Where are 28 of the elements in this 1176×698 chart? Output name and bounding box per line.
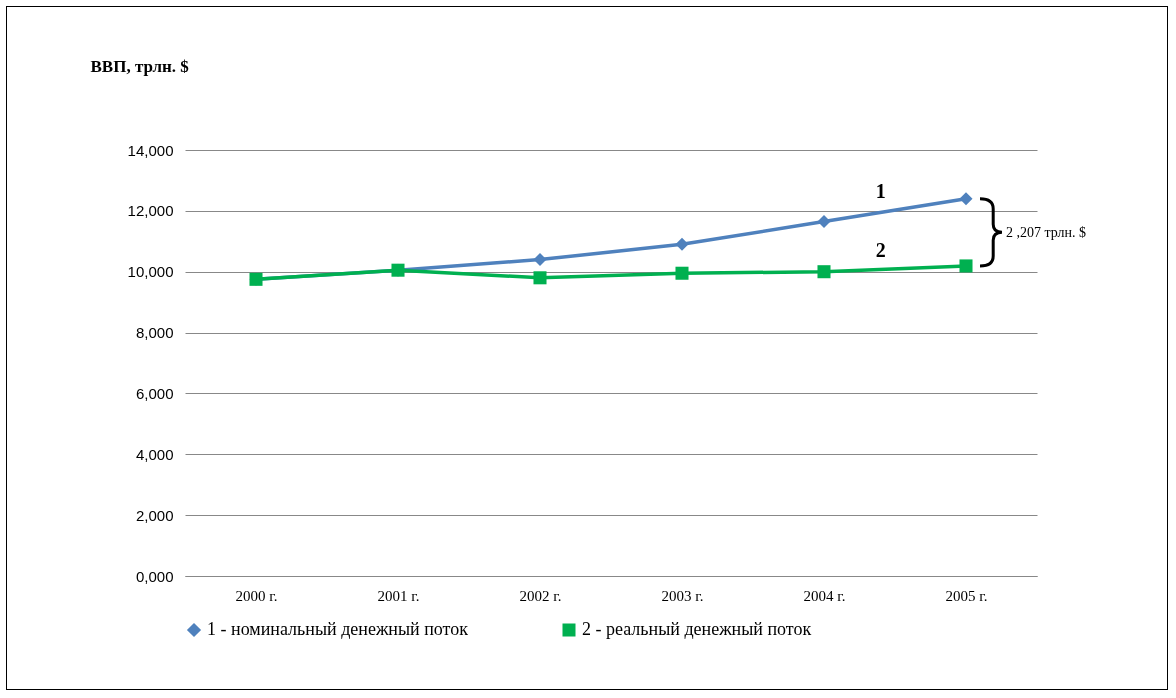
y-tick-label: 0,000: [135, 567, 174, 585]
legend-label: 2 - реальный денежный поток: [582, 619, 812, 639]
y-tick-label: 8,000: [135, 324, 174, 342]
legend-label: 1 - номинальный денежный поток: [207, 619, 469, 639]
annotation: 2 ,207 трлн. $: [1006, 225, 1087, 241]
y-tick-label: 10,000: [127, 263, 174, 281]
point: [817, 214, 831, 229]
point: [675, 266, 689, 280]
point: [959, 192, 973, 206]
point: [675, 237, 689, 251]
y-tick-label: 2,000: [135, 506, 174, 524]
y-tick-label: 6,000: [135, 384, 174, 402]
point: [959, 259, 973, 273]
annotation: 1: [875, 180, 886, 203]
x-tick-label: 2003 г.: [661, 587, 704, 604]
point: [817, 265, 831, 279]
annotation: 2: [875, 238, 886, 261]
y-tick-label: 4,000: [135, 445, 174, 463]
y-tick-label: 14,000: [127, 141, 174, 159]
x-tick-label: 2002 г.: [519, 587, 562, 604]
x-tick-label: 2001 г.: [377, 587, 420, 604]
y-tick-label: 12,000: [127, 202, 174, 220]
x-tick-label: 2000 г.: [235, 587, 278, 604]
y-axis-title: ВВП, трлн. $: [90, 56, 190, 76]
point: [533, 271, 547, 285]
point: [533, 253, 547, 267]
x-tick-label: 2004 г.: [803, 587, 846, 604]
x-tick-label: 2005 г.: [945, 587, 988, 604]
